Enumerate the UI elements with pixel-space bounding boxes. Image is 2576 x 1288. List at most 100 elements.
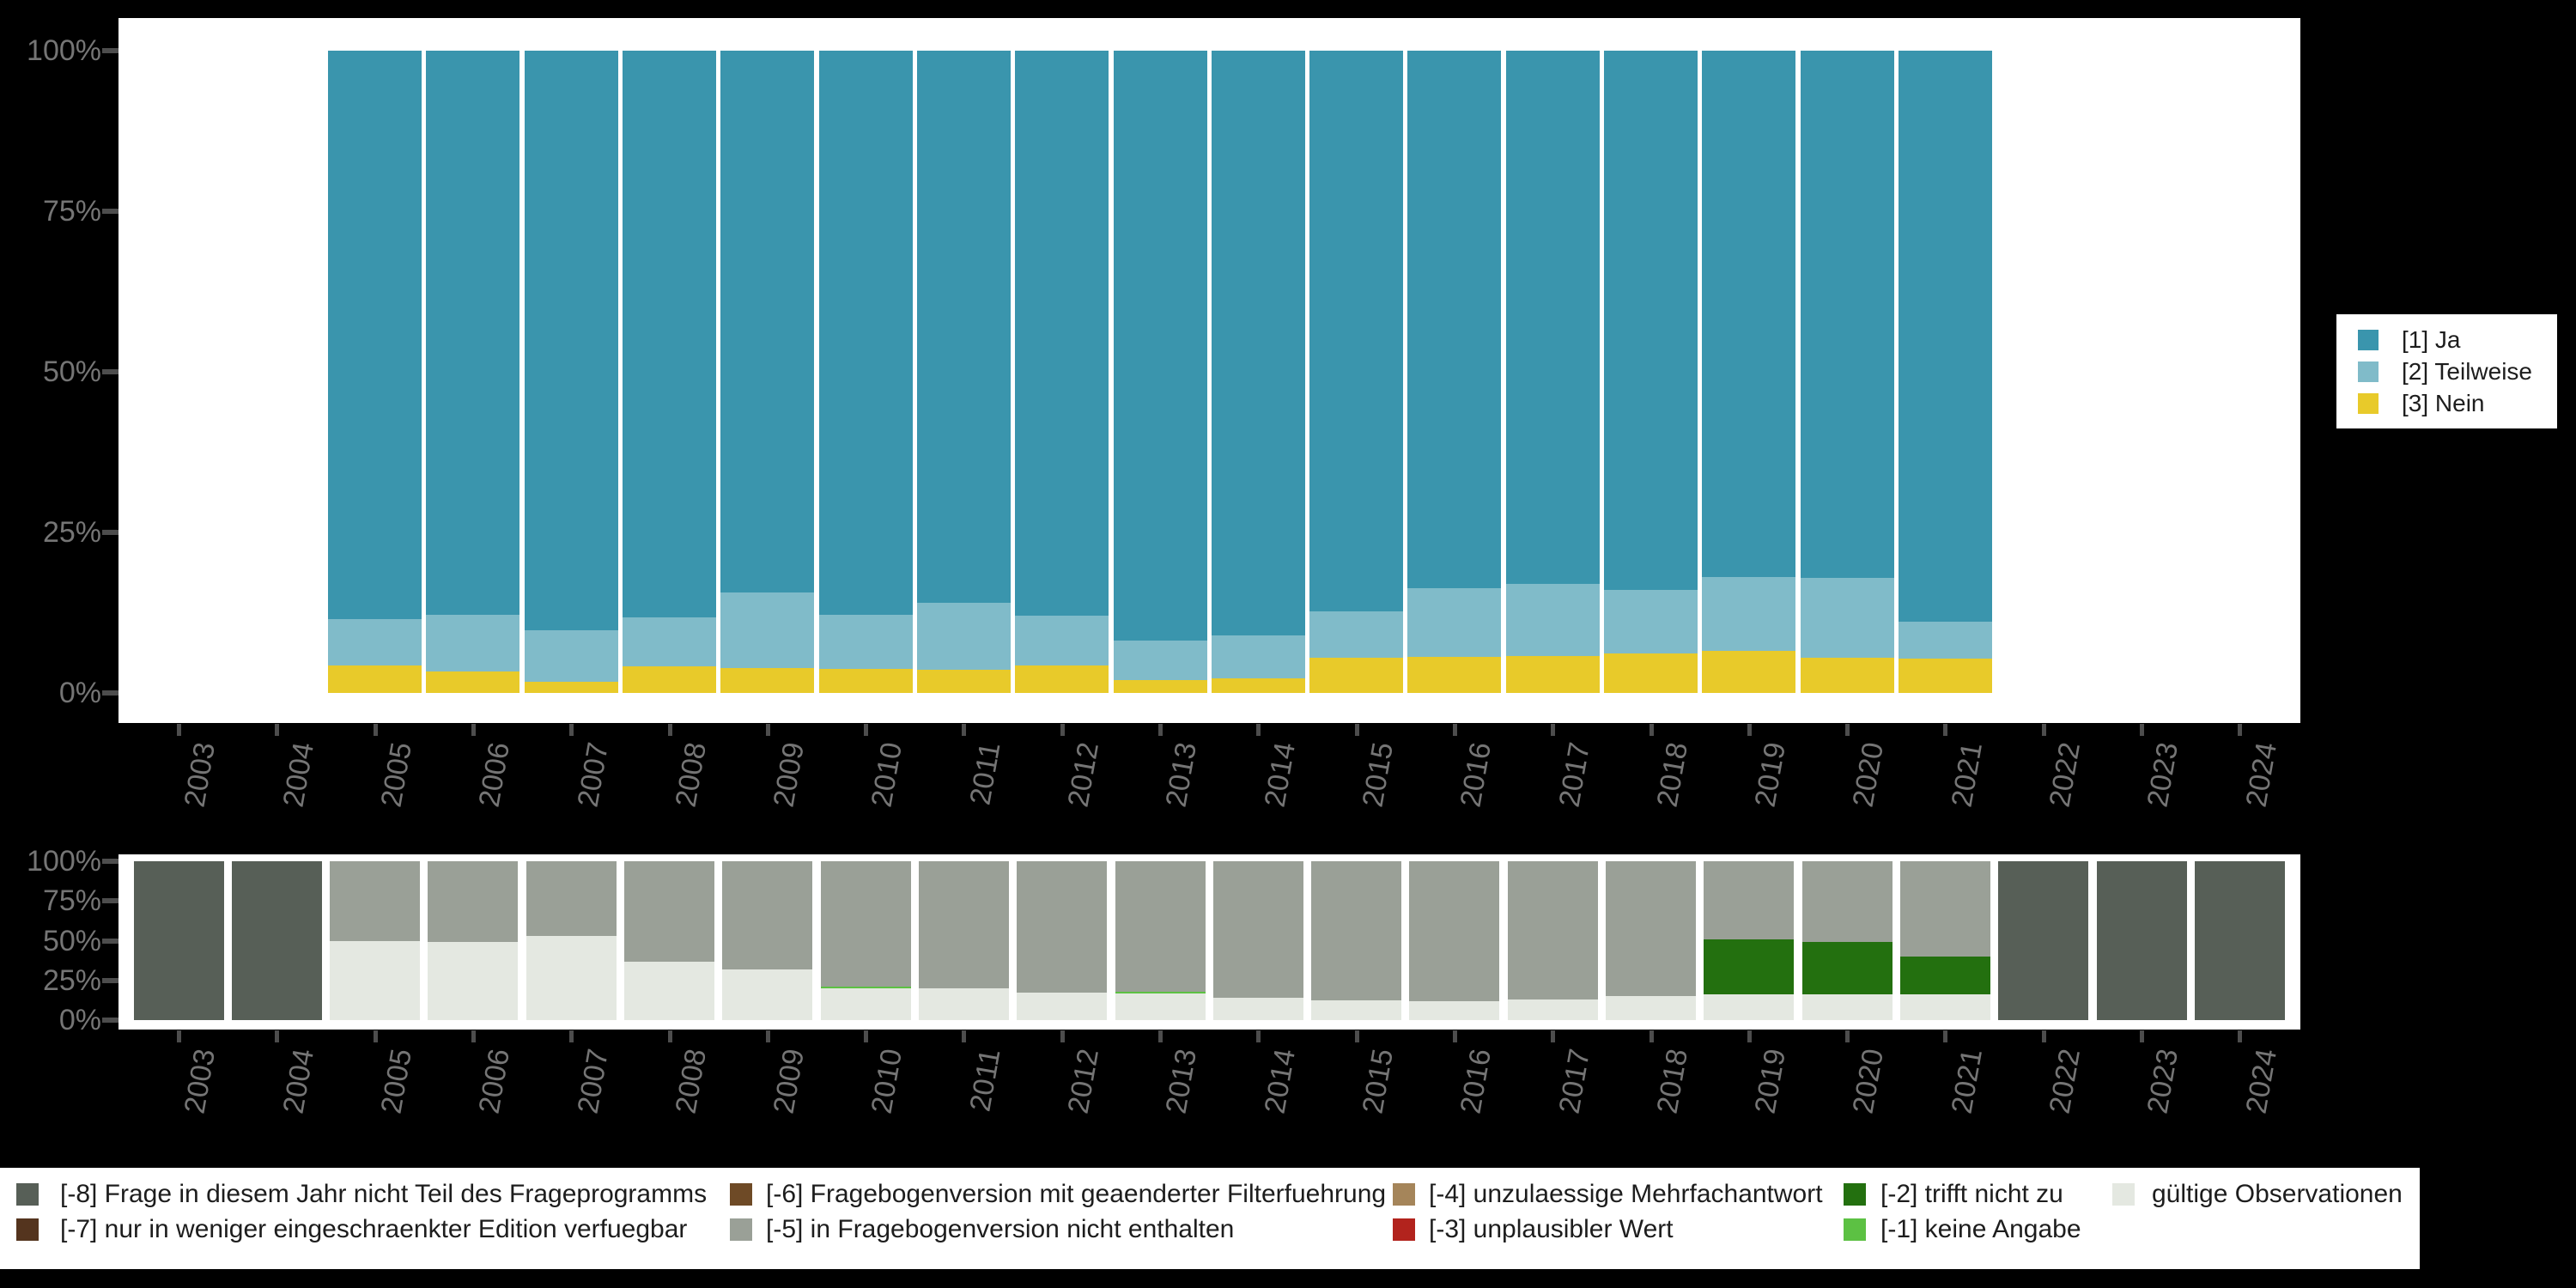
bar-2008-teilweise[interactable] (623, 617, 716, 667)
bar-2009-ja[interactable] (720, 51, 815, 592)
bar-2011-ja[interactable] (916, 51, 1011, 603)
bar-2015-ja[interactable] (1309, 51, 1404, 611)
bar-2009-valid[interactable] (722, 969, 813, 1020)
bar-2007-teilweise[interactable] (524, 630, 618, 683)
bar-2013-m1[interactable] (1115, 991, 1206, 993)
bar-2014-teilweise[interactable] (1211, 635, 1305, 678)
bar-2010-ja[interactable] (818, 51, 913, 616)
bar-2008-valid[interactable] (624, 961, 714, 1020)
bar-2007-ja[interactable] (524, 51, 618, 631)
bar-2011-valid[interactable] (918, 988, 1009, 1020)
bar-2010-m5[interactable] (820, 861, 911, 987)
bar-2021-ja[interactable] (1898, 51, 1992, 622)
bar-2013-teilweise[interactable] (1113, 640, 1207, 681)
bar-2019-m2[interactable] (1704, 939, 1795, 995)
bar-2003-m8[interactable] (133, 861, 224, 1020)
bar-2018-nein[interactable] (1604, 653, 1698, 693)
bar-2021-nein[interactable] (1898, 658, 1992, 693)
bar-2010-teilweise[interactable] (818, 615, 913, 670)
bar-2006-teilweise[interactable] (426, 614, 520, 671)
x-axis-label-year: 2014 (1258, 739, 1302, 810)
bar-2017-valid[interactable] (1507, 999, 1598, 1020)
bar-2006-ja[interactable] (426, 51, 520, 615)
bar-2008-nein[interactable] (623, 666, 716, 693)
bar-2018-ja[interactable] (1604, 51, 1698, 590)
x-axis-tick (1747, 724, 1752, 736)
bar-2010-nein[interactable] (818, 669, 913, 693)
bar-2019-teilweise[interactable] (1702, 577, 1796, 652)
bar-2006-m5[interactable] (428, 861, 519, 943)
bar-2011-teilweise[interactable] (916, 602, 1011, 671)
bar-2007-valid[interactable] (526, 935, 617, 1020)
bar-2006-nein[interactable] (426, 671, 520, 693)
bar-2018-teilweise[interactable] (1604, 589, 1698, 653)
legend-swatch-m3 (1393, 1218, 1415, 1241)
bar-2020-m5[interactable] (1801, 861, 1893, 943)
legend-label: gültige Observationen (2152, 1180, 2403, 1208)
bar-2013-ja[interactable] (1113, 51, 1207, 641)
bar-2020-teilweise[interactable] (1800, 578, 1894, 658)
bar-2019-valid[interactable] (1704, 994, 1795, 1020)
bar-2006-valid[interactable] (428, 942, 519, 1020)
bar-2021-valid[interactable] (1899, 994, 1990, 1020)
bar-2014-m5[interactable] (1212, 861, 1303, 999)
x-axis-label-year: 2006 (472, 739, 517, 810)
bar-2005-ja[interactable] (328, 51, 422, 619)
bar-2015-teilweise[interactable] (1309, 611, 1404, 658)
bar-2021-m5[interactable] (1899, 861, 1990, 957)
bar-2013-m5[interactable] (1115, 861, 1206, 992)
bar-2017-nein[interactable] (1505, 656, 1600, 693)
bar-2007-nein[interactable] (524, 682, 618, 693)
bar-2009-teilweise[interactable] (720, 592, 815, 668)
bar-2014-ja[interactable] (1211, 51, 1305, 635)
bar-2012-ja[interactable] (1015, 51, 1109, 617)
bar-2017-m5[interactable] (1507, 861, 1598, 999)
bar-2008-ja[interactable] (623, 51, 716, 617)
bar-2013-nein[interactable] (1113, 680, 1207, 693)
bar-2019-m5[interactable] (1704, 861, 1795, 939)
bar-2013-valid[interactable] (1115, 993, 1206, 1020)
bar-2015-valid[interactable] (1311, 999, 1402, 1020)
bar-2017-teilweise[interactable] (1505, 583, 1600, 657)
bar-2017-ja[interactable] (1505, 51, 1600, 584)
bar-2021-teilweise[interactable] (1898, 621, 1992, 659)
bar-2016-ja[interactable] (1407, 51, 1502, 589)
bar-2023-m8[interactable] (2096, 861, 2187, 1020)
bar-2016-valid[interactable] (1409, 1000, 1500, 1020)
bar-2016-teilweise[interactable] (1407, 588, 1502, 658)
bar-2005-teilweise[interactable] (328, 618, 422, 665)
bar-2020-valid[interactable] (1801, 994, 1893, 1020)
bar-2010-m1[interactable] (820, 987, 911, 988)
bar-2018-m5[interactable] (1606, 861, 1696, 997)
bar-2009-nein[interactable] (720, 667, 815, 693)
bar-2012-nein[interactable] (1015, 665, 1109, 693)
bar-2018-valid[interactable] (1606, 996, 1696, 1020)
bar-2005-valid[interactable] (330, 940, 421, 1020)
bar-2012-m5[interactable] (1017, 861, 1108, 993)
bar-2015-nein[interactable] (1309, 657, 1404, 693)
bar-2016-m5[interactable] (1409, 861, 1500, 1001)
bar-2024-m8[interactable] (2194, 861, 2285, 1020)
bar-2020-nein[interactable] (1800, 657, 1894, 693)
bar-2020-ja[interactable] (1800, 51, 1894, 579)
bar-2016-nein[interactable] (1407, 657, 1502, 693)
bar-2008-m5[interactable] (624, 861, 714, 962)
bar-2005-nein[interactable] (328, 665, 422, 693)
bar-2010-valid[interactable] (820, 988, 911, 1020)
bar-2009-m5[interactable] (722, 861, 813, 969)
bar-2011-nein[interactable] (916, 670, 1011, 693)
bar-2019-nein[interactable] (1702, 651, 1796, 693)
bar-2022-m8[interactable] (1998, 861, 2089, 1020)
bar-2015-m5[interactable] (1311, 861, 1402, 1000)
bar-2019-ja[interactable] (1702, 51, 1796, 578)
bar-2012-teilweise[interactable] (1015, 616, 1109, 665)
bar-2004-m8[interactable] (231, 861, 322, 1020)
bar-2012-valid[interactable] (1017, 992, 1108, 1020)
bar-2014-nein[interactable] (1211, 677, 1305, 693)
bar-2007-m5[interactable] (526, 861, 617, 936)
bar-2021-m2[interactable] (1899, 957, 1990, 995)
bar-2011-m5[interactable] (918, 861, 1009, 988)
bar-2005-m5[interactable] (330, 861, 421, 941)
bar-2020-m2[interactable] (1801, 942, 1893, 995)
bar-2014-valid[interactable] (1212, 998, 1303, 1020)
